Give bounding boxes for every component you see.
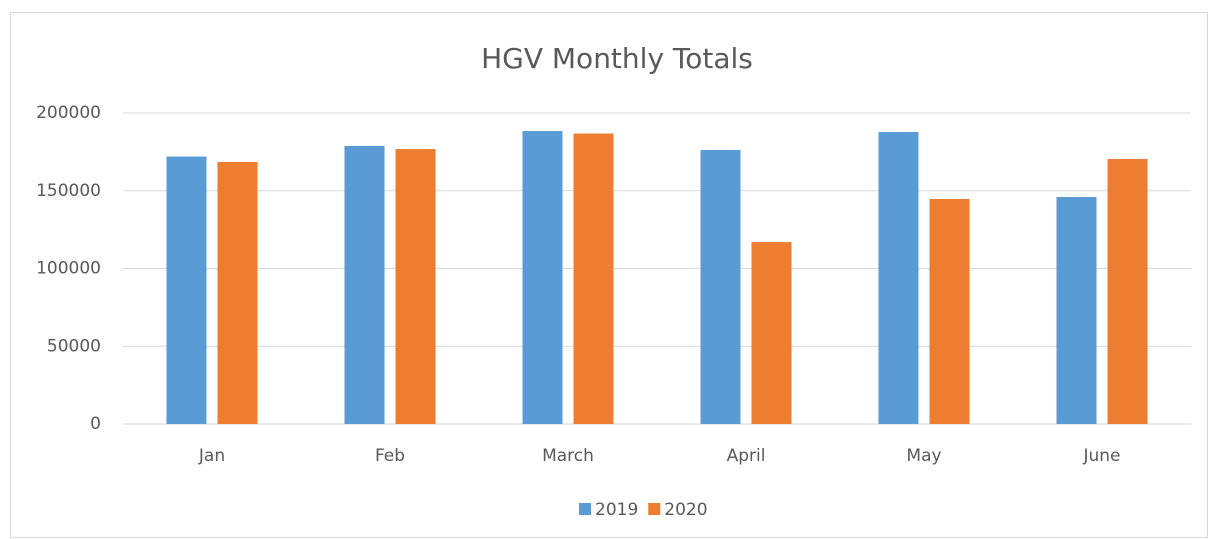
- y-tick-label: 50000: [47, 336, 101, 356]
- x-tick-label: March: [542, 446, 594, 466]
- legend-swatch: [648, 503, 661, 515]
- y-tick-label: 100000: [36, 259, 101, 279]
- bar: [1107, 159, 1148, 424]
- bar: [395, 149, 436, 425]
- x-tick-label: Feb: [375, 446, 405, 466]
- bar: [929, 198, 970, 424]
- bar: [1056, 196, 1097, 424]
- bar: [166, 156, 207, 425]
- x-tick-label: Jan: [198, 446, 225, 466]
- legend-label: 2020: [664, 500, 707, 520]
- y-tick-label: 150000: [36, 181, 101, 201]
- y-tick-label: 200000: [36, 103, 101, 123]
- x-tick-label: April: [727, 446, 766, 466]
- bar: [878, 131, 919, 424]
- bar: [573, 133, 614, 424]
- bar: [700, 150, 741, 424]
- bar: [217, 161, 258, 425]
- x-tick-label: May: [906, 446, 941, 466]
- bar: [751, 242, 792, 424]
- y-tick-label: 0: [90, 414, 101, 434]
- legend-swatch: [579, 503, 591, 515]
- bar: [344, 145, 385, 424]
- bar: [522, 131, 563, 424]
- legend-label: 2019: [595, 500, 638, 520]
- x-tick-label: June: [1082, 446, 1120, 466]
- chart-title: HGV Monthly Totals: [481, 42, 753, 75]
